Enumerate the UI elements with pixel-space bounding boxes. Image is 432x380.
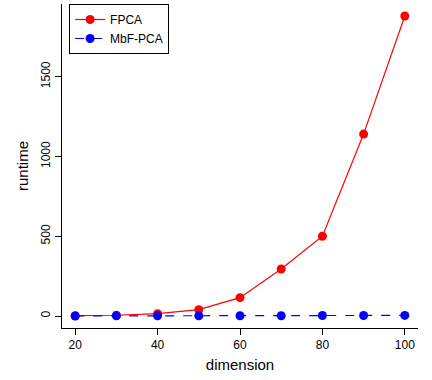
svg-text:100: 100 (395, 338, 415, 352)
svg-text:60: 60 (233, 338, 247, 352)
svg-text:0: 0 (39, 311, 53, 318)
svg-text:1500: 1500 (39, 61, 53, 88)
svg-text:20: 20 (69, 338, 83, 352)
svg-text:MbF-PCA: MbF-PCA (110, 32, 163, 46)
svg-text:runtime: runtime (14, 141, 31, 191)
svg-text:500: 500 (39, 224, 53, 244)
svg-text:dimension: dimension (206, 356, 274, 373)
svg-text:40: 40 (151, 338, 165, 352)
svg-text:1000: 1000 (39, 141, 53, 168)
svg-text:FPCA: FPCA (110, 13, 142, 27)
svg-text:80: 80 (316, 338, 330, 352)
